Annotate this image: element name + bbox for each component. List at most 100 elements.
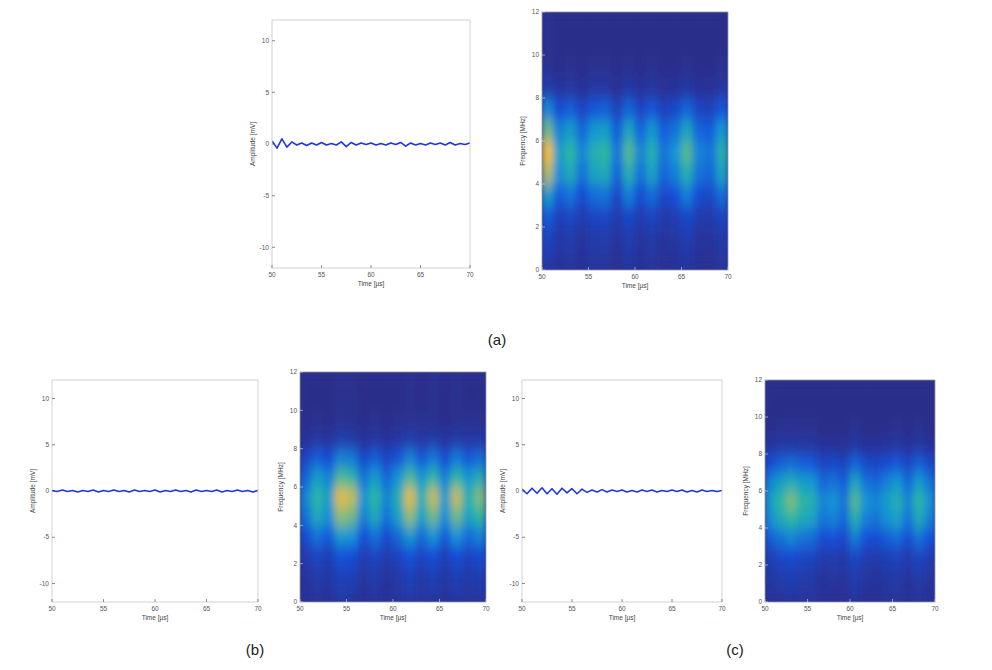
y-tick-label: -5 (263, 192, 269, 199)
spectrogram-cell (346, 582, 359, 602)
spectrogram-cell (623, 33, 636, 56)
spectrogram-cell (635, 76, 648, 99)
spectrogram-cell (796, 417, 808, 437)
x-tick (258, 599, 259, 602)
spectrogram-cell (404, 487, 417, 507)
spectrogram-cell (765, 528, 776, 548)
axes-frame (542, 12, 728, 270)
spectrogram-cell (542, 205, 554, 228)
spectrogram-cell (881, 380, 893, 399)
x-tick (635, 267, 636, 270)
spectrogram-cell (786, 491, 798, 511)
x-tick-label: 50 (761, 605, 769, 612)
spectrogram-cell (576, 205, 589, 228)
spectrogram-cell (334, 391, 347, 411)
spectrogram-cell (765, 472, 776, 492)
spectrogram-cell (404, 582, 417, 602)
spectrogram-cell (404, 525, 417, 545)
spectrogram-cell (646, 76, 659, 99)
spectrogram-cell (611, 248, 624, 270)
spectrogram-cell (796, 565, 808, 585)
y-tick (542, 270, 545, 271)
spectrogram-cell (839, 509, 851, 529)
spectrogram-cell (818, 435, 830, 455)
spectrogram-cell (796, 380, 808, 399)
spectrogram-cell (881, 565, 893, 585)
spectrogram-cell (404, 429, 417, 449)
spectrogram-cell (358, 506, 371, 526)
spectrogram-cell (646, 12, 659, 34)
spectrogram-cell (850, 380, 862, 399)
spectrogram-cell (311, 525, 324, 545)
spectrogram-cell (553, 227, 566, 250)
spectrogram-cell (462, 391, 475, 411)
spectrogram-cell (913, 398, 925, 418)
spectrogram-cell (828, 417, 840, 437)
spectrogram-cell (346, 544, 359, 564)
spectrogram-cell (462, 429, 475, 449)
spectrogram-cell (311, 467, 324, 487)
spectrogram-cell (462, 582, 475, 602)
spectrogram-cell (871, 565, 883, 585)
spectrogram-cell (828, 565, 840, 585)
x-axis-label: Time [µs] (380, 614, 407, 622)
y-tick (765, 417, 768, 418)
spectrogram-cell (850, 417, 862, 437)
spectrogram-cell (892, 380, 904, 399)
y-tick (765, 380, 768, 381)
spectrogram-cell (704, 141, 717, 164)
spectrogram-cell (913, 528, 925, 548)
spectrogram-cell (462, 467, 475, 487)
spectrogram-cell (775, 417, 787, 437)
spectrogram-cell (393, 487, 406, 507)
x-tick-label: 50 (268, 271, 276, 278)
y-tick (52, 537, 55, 538)
panel-caption: (c) (726, 641, 744, 658)
x-tick-label: 70 (931, 605, 939, 612)
spectrogram-cell (576, 162, 589, 185)
y-tick-label: 5 (265, 89, 269, 96)
spectrogram-cell (839, 435, 851, 455)
spectrogram-cell (796, 472, 808, 492)
spectrogram-cell (913, 417, 925, 437)
spectrogram-cell (658, 55, 671, 78)
y-tick (272, 92, 275, 93)
x-axis-label: Time [µs] (609, 614, 636, 622)
spectrogram-cell (600, 55, 613, 78)
spectrogram-cell (924, 509, 935, 529)
spectrogram-cell (828, 528, 840, 548)
spectrogram-cell (565, 55, 578, 78)
spectrogram-cell (334, 563, 347, 583)
spectrogram-cell (860, 491, 872, 511)
spectrogram-cell (542, 98, 554, 121)
spectrogram-cell (871, 583, 883, 602)
spectrogram-cell (346, 372, 359, 392)
spectrogram-cell (860, 417, 872, 437)
spectrogram-cell (775, 380, 787, 399)
spectrogram-cell (439, 582, 452, 602)
spectrogram-cell (903, 491, 915, 511)
spectrogram-cell (565, 119, 578, 142)
spectrogram-cell (427, 467, 440, 487)
spectrogram-cell (693, 227, 706, 250)
x-tick-label: 65 (417, 271, 425, 278)
spectrogram-cell (474, 391, 486, 411)
spectrogram-cell (623, 98, 636, 121)
spectrogram-cell (818, 417, 830, 437)
spectrogram-cell (860, 546, 872, 566)
x-tick-label: 55 (100, 605, 108, 612)
spectrogram-cell (600, 12, 613, 34)
y-tick-label: 12 (290, 368, 298, 375)
spectrogram-cell (860, 583, 872, 602)
spectrogram-cell (369, 506, 382, 526)
spectrogram-cell (427, 410, 440, 430)
x-tick-label: 65 (436, 605, 444, 612)
spectrogram-cell (474, 525, 486, 545)
spectrogram-cell (576, 248, 589, 270)
spectrogram-cell (565, 227, 578, 250)
y-tick-label: 0 (515, 487, 519, 494)
spectrogram-cell (623, 184, 636, 207)
spectrogram-cell (786, 583, 798, 602)
spectrogram-cell (565, 141, 578, 164)
spectrogram-cell (439, 506, 452, 526)
